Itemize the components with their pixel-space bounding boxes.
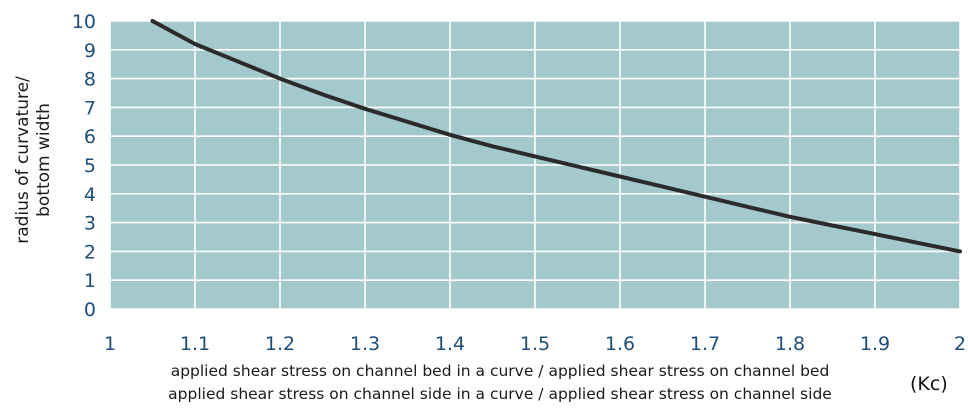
x-tick-label: 1 (104, 333, 116, 355)
x-tick-label: 1.6 (605, 333, 635, 355)
x-tick-label: 1.2 (265, 333, 295, 355)
x-tick-label: 1.9 (860, 333, 890, 355)
x-tick-label: 1.8 (775, 333, 805, 355)
y-tick-label: 0 (84, 299, 96, 321)
y-axis-label-line-2: bottom width (34, 103, 54, 217)
series-line (150, 19, 962, 254)
y-tick-label: 2 (84, 241, 96, 263)
x-axis-label-line-2: applied shear stress on channel side in … (168, 385, 832, 403)
y-tick-label: 10 (72, 11, 96, 33)
x-axis-unit: (Kc) (910, 373, 948, 395)
y-tick-label: 4 (84, 184, 96, 206)
y-tick-label: 8 (84, 69, 96, 91)
y-axis-label-line-1: radius of curvature/ (13, 76, 33, 244)
y-tick-label: 6 (84, 126, 96, 148)
x-tick-label: 1.7 (690, 333, 720, 355)
y-tick-label: 3 (84, 213, 96, 235)
y-tick-label: 5 (84, 155, 96, 177)
y-tick-label: 9 (84, 40, 96, 62)
x-tick-label: 2 (954, 333, 966, 355)
x-tick-label: 1.5 (520, 333, 550, 355)
x-tick-label: 1.3 (350, 333, 380, 355)
y-tick-label: 7 (84, 97, 96, 119)
x-axis-label-line-1: applied shear stress on channel bed in a… (170, 362, 830, 380)
y-tick-label: 1 (84, 270, 96, 292)
x-tick-label: 1.1 (180, 333, 210, 355)
x-tick-label: 1.4 (435, 333, 465, 355)
y-axis-label: radius of curvature/ bottom width (4, 40, 64, 280)
